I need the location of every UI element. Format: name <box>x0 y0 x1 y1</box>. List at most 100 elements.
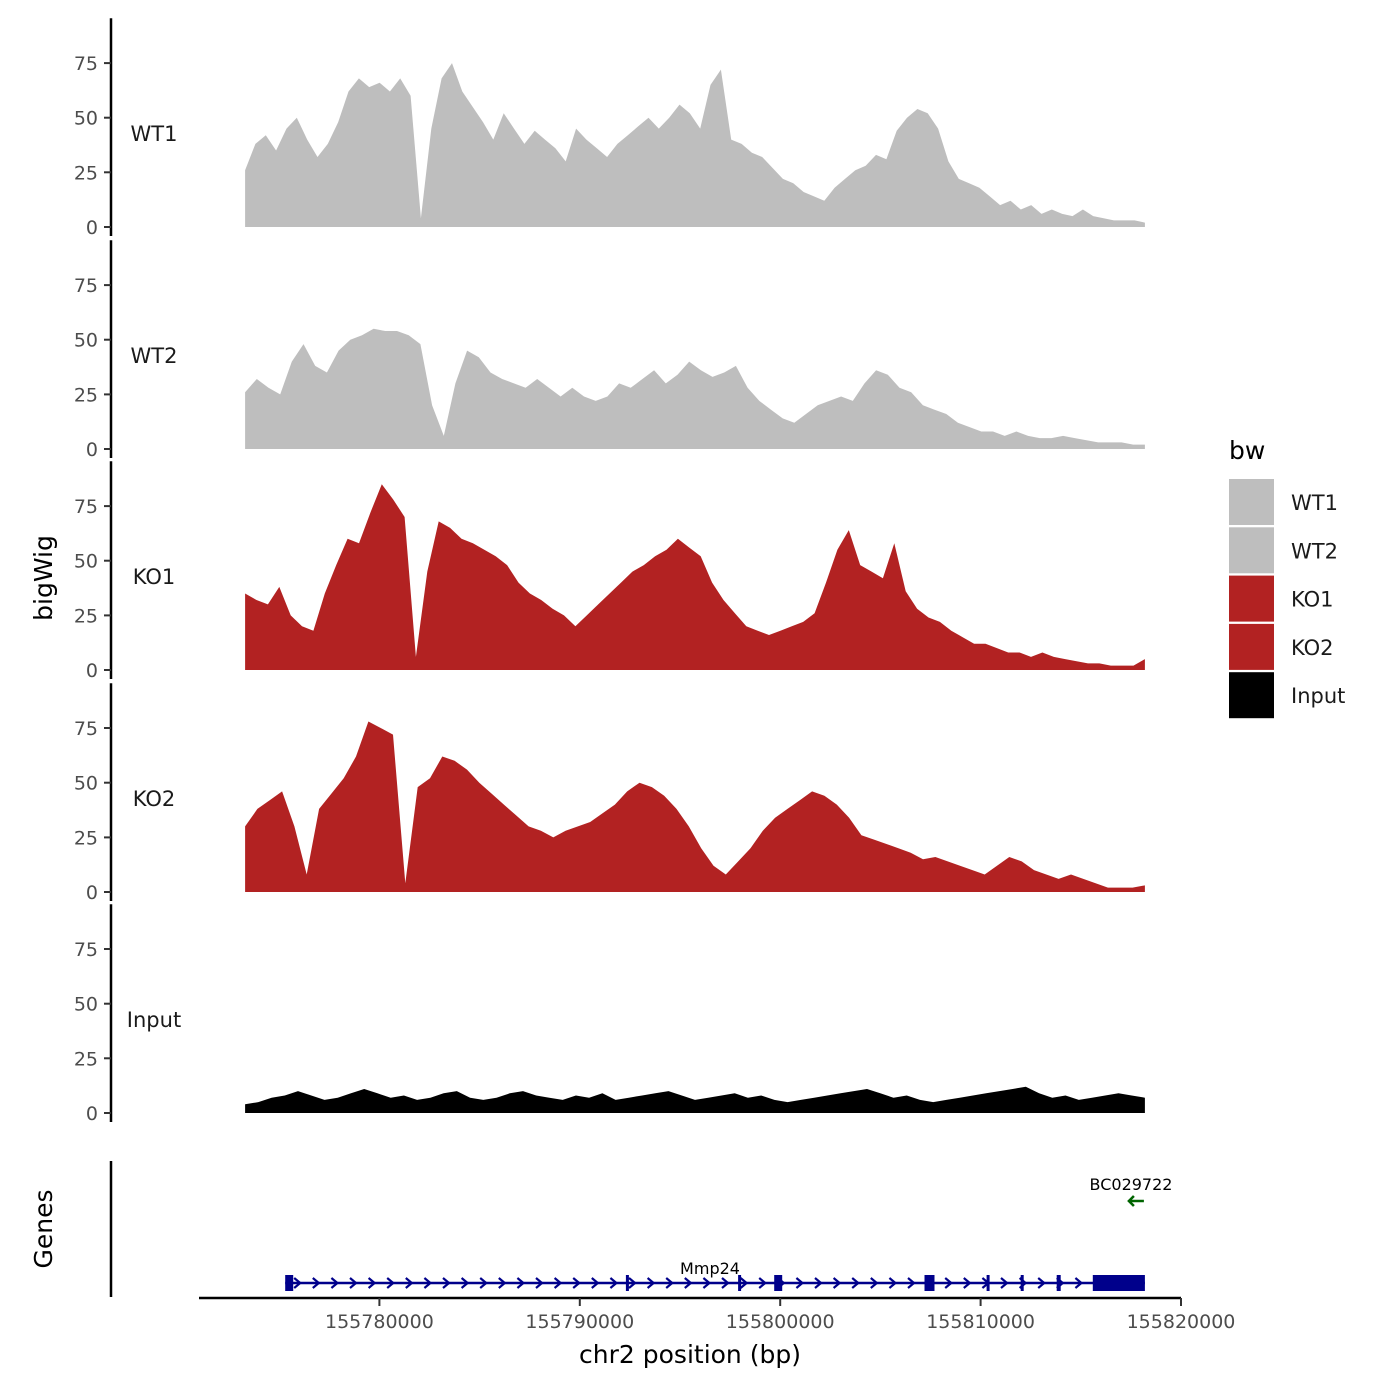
strand-arrow <box>553 1277 563 1289</box>
gene-mmp24-exon <box>625 1275 629 1291</box>
gene-mmp24-exon <box>285 1275 294 1291</box>
legend-items: WT1 WT2 KO1 KO2 Input <box>1229 479 1345 719</box>
gene-bc029722: BC029722 <box>1090 1175 1173 1207</box>
legend-swatch <box>1229 479 1274 525</box>
gene-mmp24-exon <box>774 1275 783 1291</box>
gene-mmp24-exon <box>986 1275 990 1291</box>
y-tick-label: 50 <box>74 551 98 573</box>
gene-mmp24-exon <box>924 1275 935 1291</box>
strand-arrow <box>702 1277 712 1289</box>
gene-mmp24-exon <box>1092 1275 1145 1291</box>
track-ko2-signal-area <box>245 721 1145 892</box>
legend-item-wt1: WT1 <box>1229 479 1338 525</box>
y-tick-label: 0 <box>86 660 98 682</box>
legend-label: WT2 <box>1291 539 1338 563</box>
strand-arrow <box>1037 1277 1046 1289</box>
strand-arrow <box>1000 1277 1009 1289</box>
strand-arrow <box>591 1277 600 1289</box>
strand-arrow <box>851 1277 860 1289</box>
legend-label: KO2 <box>1291 636 1334 660</box>
strand-arrow <box>516 1277 526 1289</box>
strand-arrow <box>460 1277 470 1289</box>
y-tick-label: 75 <box>74 53 98 75</box>
strand-arrow <box>312 1277 321 1289</box>
legend-item-input: Input <box>1229 672 1345 719</box>
y-tick-label: 25 <box>74 1048 98 1070</box>
track-wt1: 0 25 50 75 WT1 <box>74 18 1145 239</box>
strand-arrow <box>832 1277 842 1289</box>
strand-arrow <box>572 1277 581 1289</box>
legend-swatch <box>1229 527 1274 574</box>
y-tick-label: 75 <box>74 718 98 740</box>
strand-arrow <box>349 1277 358 1289</box>
legend-swatch <box>1229 623 1274 670</box>
strand-arrow <box>535 1277 544 1289</box>
track-panels: 0 25 50 75 WT1 0 25 50 75 WT2 0 25 50 75 KO1 0 25 50 75 KO2… <box>74 18 1145 1125</box>
gene-bc029722-label: BC029722 <box>1090 1175 1173 1194</box>
strand-arrow <box>944 1277 953 1289</box>
track-wt1-label: WT1 <box>131 122 178 146</box>
y-tick-label: 0 <box>86 1103 98 1125</box>
y-tick-label: 75 <box>74 496 98 518</box>
legend-item-wt2: WT2 <box>1229 527 1338 574</box>
legend-swatch <box>1229 672 1274 719</box>
y-tick-label: 0 <box>86 439 98 461</box>
y-tick-label: 50 <box>74 330 98 352</box>
y-tick-label: 50 <box>74 773 98 795</box>
y-tick-label: 75 <box>74 939 98 961</box>
x-tick-label: 155800000 <box>726 1311 835 1333</box>
strand-arrow <box>628 1277 637 1289</box>
x-tick-label: 155810000 <box>926 1311 1035 1333</box>
y-tick-label: 50 <box>74 994 98 1016</box>
strand-arrow <box>646 1277 656 1289</box>
strand-arrow <box>293 1277 302 1289</box>
track-wt2-signal-area <box>245 328 1145 449</box>
gene-mmp24-label: Mmp24 <box>680 1259 740 1278</box>
gene-bc029722-strand-arrow <box>1127 1195 1144 1207</box>
strand-arrow <box>330 1277 340 1289</box>
genes-axis-title: Genes <box>29 1189 58 1268</box>
track-input: 0 25 50 75 Input <box>74 904 1145 1125</box>
gene-mmp24-exon <box>1056 1275 1061 1291</box>
y-tick-label: 25 <box>74 605 98 627</box>
strand-arrow <box>814 1277 823 1289</box>
track-ko1: 0 25 50 75 KO1 <box>74 461 1145 682</box>
y-tick-label: 75 <box>74 275 98 297</box>
track-ko1-label: KO1 <box>133 565 176 589</box>
y-tick-label: 25 <box>74 827 98 849</box>
legend-label: KO1 <box>1291 588 1334 612</box>
legend: bw WT1 WT2 KO1 KO2 Input <box>1229 436 1345 719</box>
legend-item-ko1: KO1 <box>1229 575 1334 622</box>
strand-arrow <box>479 1277 488 1289</box>
gene-models: Mmp24 BC029722 <box>285 1175 1172 1291</box>
strand-arrow <box>442 1277 451 1289</box>
strand-arrow <box>795 1277 805 1289</box>
strand-arrow <box>1074 1277 1084 1289</box>
strand-arrow <box>870 1277 879 1289</box>
y-axis-title: bigWig <box>29 535 58 621</box>
track-ko1-signal-area <box>245 484 1145 670</box>
y-tick-label: 25 <box>74 384 98 406</box>
gene-mmp24-exon <box>738 1275 742 1291</box>
strand-arrow <box>888 1277 898 1289</box>
track-input-signal-area <box>245 1086 1145 1113</box>
y-tick-label: 50 <box>74 108 98 130</box>
x-tick-label: 155780000 <box>325 1311 434 1333</box>
strand-arrow <box>739 1277 749 1289</box>
y-tick-label: 0 <box>86 882 98 904</box>
strand-arrow <box>963 1277 972 1289</box>
track-wt1-signal-area <box>245 63 1145 227</box>
strand-arrow <box>423 1277 433 1289</box>
strand-arrow <box>721 1277 730 1289</box>
x-axis-title: chr2 position (bp) <box>579 1340 801 1369</box>
y-tick-label: 0 <box>86 217 98 239</box>
legend-title: bw <box>1229 436 1265 465</box>
legend-label: WT1 <box>1291 491 1338 515</box>
strand-arrow <box>405 1277 414 1289</box>
strand-arrow <box>665 1277 674 1289</box>
track-wt2: 0 25 50 75 WT2 <box>74 240 1145 461</box>
x-axis: 155780000 155790000 155800000 155810000 1558… <box>199 1296 1235 1369</box>
strand-arrow <box>758 1277 767 1289</box>
strand-arrow <box>498 1277 507 1289</box>
